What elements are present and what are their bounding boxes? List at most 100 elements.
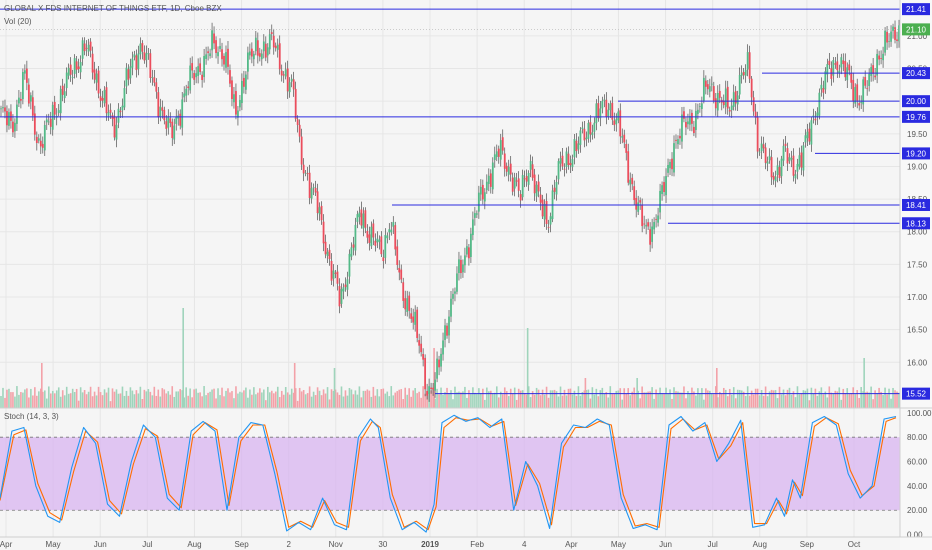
candle-body bbox=[621, 136, 624, 138]
volume-bar bbox=[350, 389, 353, 408]
candle-body bbox=[716, 93, 719, 111]
volume-bar bbox=[376, 389, 379, 408]
candle-body bbox=[669, 161, 671, 169]
volume-bar bbox=[101, 395, 104, 408]
candle-body bbox=[702, 77, 705, 101]
volume-bar bbox=[860, 387, 862, 408]
candle-body bbox=[181, 99, 184, 128]
candle-body bbox=[675, 139, 677, 141]
candle-body bbox=[800, 152, 803, 168]
volume-bar bbox=[802, 390, 805, 408]
candle-body bbox=[824, 71, 827, 90]
candle-body bbox=[657, 215, 659, 223]
volume-bar bbox=[629, 395, 631, 408]
volume-bar bbox=[115, 389, 118, 408]
candle-body bbox=[256, 40, 259, 56]
stoch-k-line bbox=[0, 414, 897, 533]
candle-body bbox=[587, 122, 590, 139]
price-tick-label: 19.00 bbox=[907, 162, 928, 171]
candle-body bbox=[808, 128, 811, 142]
volume-bar bbox=[701, 388, 703, 408]
volume-bar bbox=[446, 387, 448, 408]
volume-bar bbox=[344, 390, 347, 408]
candle-body bbox=[736, 95, 739, 105]
volume-bar bbox=[470, 394, 472, 408]
candle-body bbox=[802, 145, 805, 171]
candle-body bbox=[641, 204, 644, 227]
candle-body bbox=[595, 103, 598, 124]
candle-body bbox=[362, 213, 365, 229]
candle-body bbox=[262, 41, 265, 52]
volume-bar bbox=[488, 391, 490, 408]
volume-bar bbox=[454, 386, 456, 408]
candle-body bbox=[328, 249, 331, 260]
candle-body bbox=[207, 51, 209, 53]
time-tick-label: May bbox=[611, 540, 626, 549]
candle-body bbox=[392, 222, 395, 227]
volume-bar bbox=[342, 396, 345, 408]
volume-bar bbox=[436, 388, 438, 408]
candle-body bbox=[748, 52, 751, 79]
candle-body bbox=[81, 40, 84, 59]
candle-body bbox=[497, 148, 500, 157]
volume-bar bbox=[336, 392, 339, 408]
volume-bar bbox=[605, 392, 608, 408]
volume-bar bbox=[318, 390, 321, 408]
candle-body bbox=[814, 118, 817, 121]
candle-body bbox=[270, 32, 273, 34]
volume-bar bbox=[878, 387, 880, 408]
candle-body bbox=[16, 104, 18, 124]
candle-body bbox=[454, 291, 456, 294]
candle-body bbox=[250, 48, 253, 57]
volume-spike bbox=[716, 368, 718, 408]
candle-body bbox=[750, 78, 753, 98]
candle-body bbox=[772, 175, 775, 180]
volume-bar bbox=[792, 391, 795, 408]
candle-body bbox=[398, 267, 401, 273]
candle-body bbox=[422, 353, 425, 360]
volume-bar bbox=[593, 394, 596, 408]
candle-body bbox=[671, 158, 673, 170]
time-tick-label: 2019 bbox=[421, 540, 439, 549]
candle-body bbox=[597, 103, 600, 119]
candle-body bbox=[8, 112, 10, 126]
candle-body bbox=[75, 61, 78, 70]
candle-body bbox=[778, 167, 781, 179]
volume-bar bbox=[348, 387, 351, 408]
volume-bar bbox=[430, 390, 432, 408]
volume-bar bbox=[589, 398, 592, 408]
volume-bar bbox=[135, 390, 138, 408]
volume-bar bbox=[12, 392, 14, 408]
candle-body bbox=[302, 164, 305, 174]
candle-body bbox=[169, 118, 172, 124]
volume-bar bbox=[380, 389, 383, 408]
volume-bar bbox=[675, 391, 677, 408]
volume-bar bbox=[42, 391, 44, 408]
volume-bar bbox=[752, 394, 755, 408]
candle-body bbox=[464, 255, 466, 266]
candle-body bbox=[39, 140, 42, 147]
candle-body bbox=[145, 53, 148, 61]
candle-body bbox=[67, 67, 70, 76]
candle-body bbox=[874, 75, 877, 78]
volume-bar bbox=[249, 389, 251, 408]
candle-body bbox=[555, 181, 558, 195]
candle-body bbox=[123, 88, 126, 108]
volume-bar bbox=[213, 388, 215, 408]
candle-body bbox=[477, 192, 480, 212]
volume-bar bbox=[533, 394, 536, 408]
candle-body bbox=[513, 177, 516, 189]
level-label: 18.41 bbox=[906, 201, 927, 210]
volume-bar bbox=[402, 399, 405, 408]
candle-body bbox=[418, 340, 421, 346]
volume-bar bbox=[73, 392, 76, 408]
candle-body bbox=[354, 224, 357, 251]
volume-bar bbox=[730, 394, 733, 408]
volume-bar bbox=[107, 387, 110, 408]
candle-body bbox=[631, 177, 634, 185]
candle-body bbox=[832, 60, 835, 76]
volume-bar bbox=[113, 391, 116, 408]
volume-bar bbox=[400, 389, 403, 408]
